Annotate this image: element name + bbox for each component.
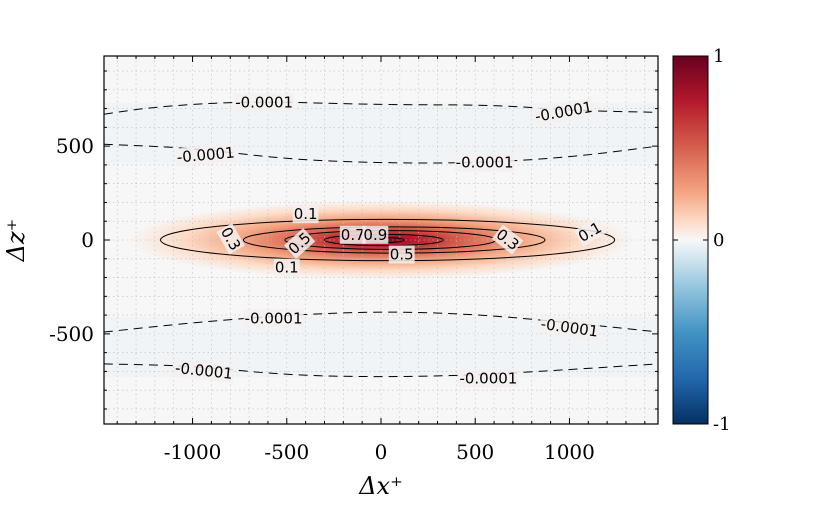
contour-neg-1 — [104, 143, 658, 164]
x-tick-label: -500 — [264, 440, 309, 464]
colorbar — [672, 55, 709, 425]
x-axis-label: Δx⁺ — [358, 472, 403, 500]
contour-label-11: 0.1 — [275, 259, 299, 277]
grid-lines — [104, 56, 658, 424]
x-tick-label: 0 — [375, 440, 388, 464]
contour-0_1 — [160, 218, 616, 262]
contour-label-bg-5 — [574, 217, 606, 247]
contour-label-bg-10 — [362, 225, 389, 244]
axis-ticks: -1000 -500 0 500 1000 -500 0 500 — [49, 56, 658, 464]
contour-label-bg-15 — [173, 358, 235, 384]
contour-label-15: -0.0001 — [174, 359, 233, 383]
x-tick-label: 500 — [456, 440, 494, 464]
y-tick-label: 500 — [56, 134, 94, 158]
contour-label-bg-8 — [284, 228, 316, 259]
contour-neg-3 — [104, 363, 658, 378]
contour-label-13: -0.0001 — [245, 309, 303, 327]
contour-label-bg-6 — [216, 223, 245, 255]
contour-label-bg-1 — [532, 97, 595, 126]
contour-label-9: 0.7 — [341, 226, 365, 244]
colorbar-tick-label: 0 — [713, 230, 724, 251]
contour-label-bg-7 — [491, 224, 524, 255]
y-tick-label: 0 — [81, 228, 94, 252]
contour-label-bg-0 — [234, 93, 295, 112]
contour-label-2: -0.0001 — [176, 144, 235, 167]
contour-label-bg-12 — [388, 245, 415, 264]
y-tick-label: -500 — [49, 322, 94, 346]
contour-label-bg-16 — [458, 369, 519, 388]
contour-label-10: 0.9 — [363, 226, 387, 244]
contour-label-16: -0.0001 — [459, 369, 517, 387]
contour-label-bg-4 — [292, 205, 319, 224]
contour-label-4: 0.1 — [294, 205, 318, 223]
contour-label-bg-14 — [538, 314, 601, 341]
y-axis-label: Δz⁺ — [2, 219, 30, 263]
x-tick-label: 1000 — [544, 440, 595, 464]
contour-label-bg-3 — [454, 153, 515, 172]
contour-label-bg-2 — [175, 143, 237, 167]
contour-neg-2 — [104, 311, 658, 333]
x-tick-label: -1000 — [164, 440, 222, 464]
contour-label-0: -0.0001 — [235, 93, 293, 111]
contour-label-bg-13 — [243, 309, 304, 328]
contour-label-3: -0.0001 — [456, 154, 514, 172]
contour-label-12: 0.5 — [390, 246, 414, 264]
colorbar-ticks: 1 0 -1 — [673, 46, 731, 435]
colorbar-tick-label: -1 — [713, 414, 731, 435]
contour-label-bg-11 — [273, 258, 300, 277]
colorbar-tick-label: 1 — [713, 46, 724, 67]
contour-label-bg-9 — [339, 225, 366, 244]
